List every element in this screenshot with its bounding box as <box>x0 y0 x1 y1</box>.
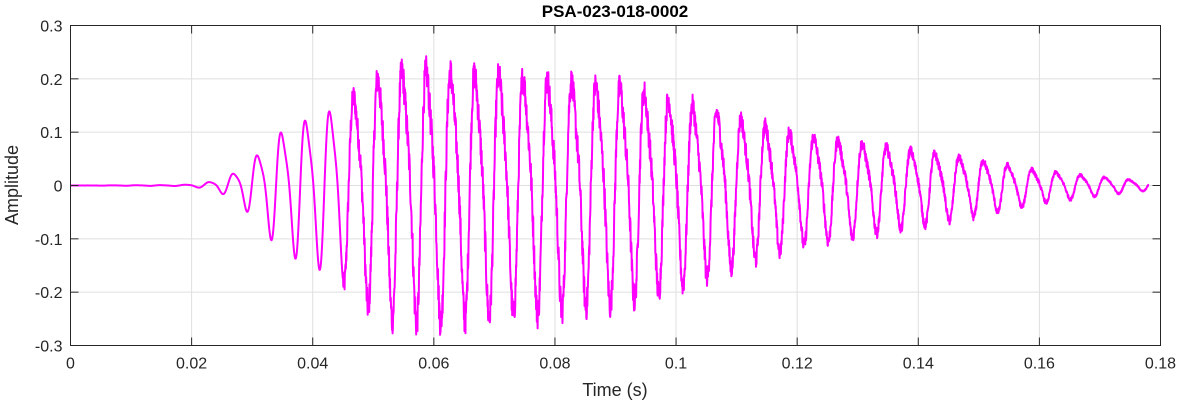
waveform-line <box>69 55 1150 336</box>
y-tick-label: 0.3 <box>40 19 62 36</box>
x-tick-label: 0.14 <box>903 356 934 373</box>
x-tick-label: 0.08 <box>539 356 570 373</box>
y-axis: 0.3 0.2 0.1 0 -0.1 -0.2 -0.3 <box>35 19 1161 356</box>
chart-title: PSA-023-018-0002 <box>542 2 688 21</box>
x-axis: 0 0.02 0.04 0.06 0.08 0.1 0.12 0.14 0.16 0.18 <box>66 25 1176 373</box>
x-tick-label: 0.18 <box>1145 356 1176 373</box>
y-tick-label: -0.2 <box>35 285 63 302</box>
x-tick-label: 0.1 <box>665 356 687 373</box>
y-tick-label: 0.1 <box>40 125 62 142</box>
x-tick-label: 0.04 <box>297 356 328 373</box>
plot-area <box>69 55 1150 336</box>
x-tick-label: 0.16 <box>1024 356 1055 373</box>
y-tick-label: 0.2 <box>40 72 62 89</box>
x-tick-label: 0 <box>66 356 75 373</box>
y-tick-label: -0.3 <box>35 339 63 356</box>
y-tick-label: 0 <box>54 179 63 196</box>
y-axis-label: Amplitude <box>2 145 22 225</box>
x-tick-label: 0.12 <box>782 356 813 373</box>
x-tick-label: 0.02 <box>176 356 207 373</box>
y-tick-label: -0.1 <box>35 232 63 249</box>
x-axis-label: Time (s) <box>582 380 647 400</box>
x-tick-label: 0.06 <box>418 356 449 373</box>
